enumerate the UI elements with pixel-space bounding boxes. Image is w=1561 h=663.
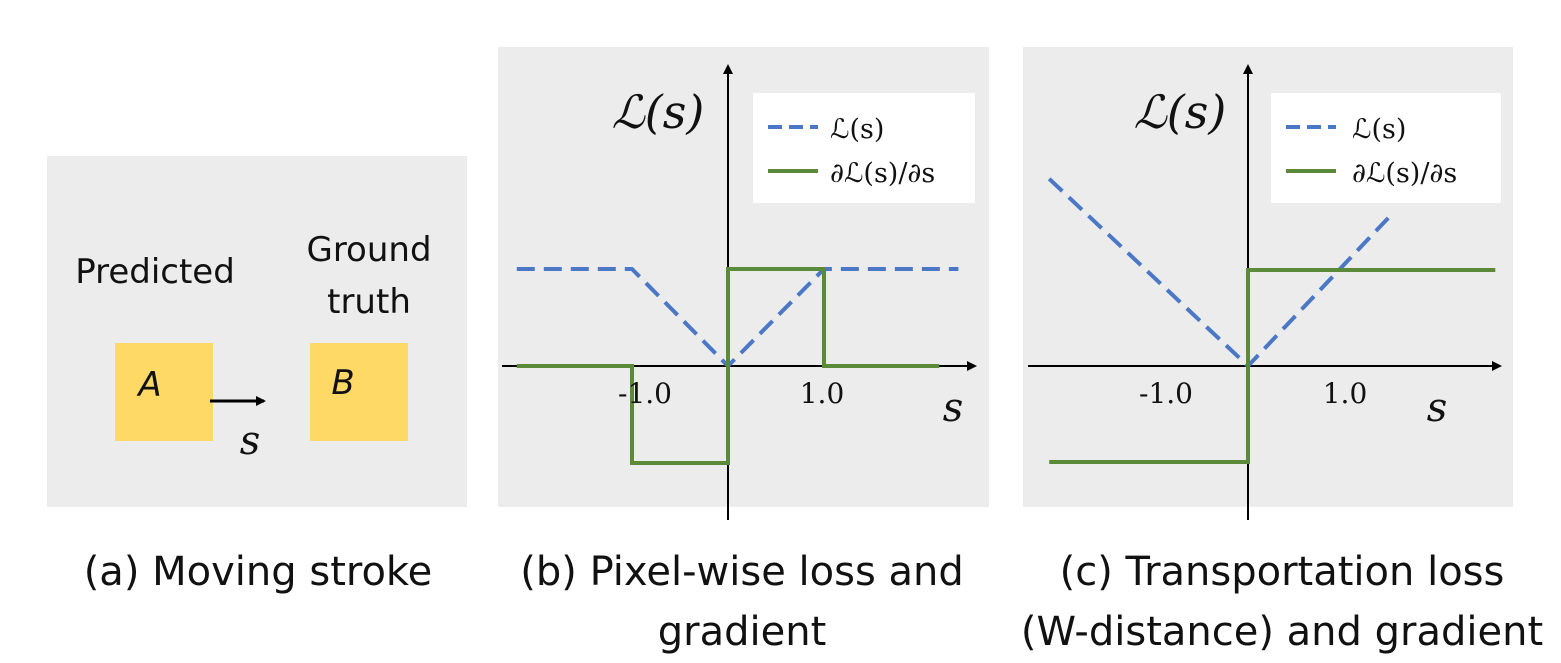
caption-c-line1: (c) Transportation loss [1060,549,1505,595]
panel-b: -1.0 1.0 s ℒ(s) ℒ(s) ∂ℒ(s)/∂s [498,47,989,520]
panel-b-tick-pos1: 1.0 [800,377,845,410]
panel-b-tick-neg1: -1.0 [618,377,672,410]
panel-c-y-name: ℒ(s) [1134,85,1227,139]
caption-b-line2: gradient [658,609,827,655]
box-b-letter: B [331,363,354,403]
panel-c-legend: ℒ(s) ∂ℒ(s)/∂s [1271,93,1501,203]
ground-truth-box [310,343,408,441]
panel-a-background [47,156,467,507]
panel-c-tick-neg1: -1.0 [1139,377,1193,410]
ground-truth-label-line2: truth [327,282,411,322]
panel-c-legend-gradient-label: ∂ℒ(s)/∂s [1352,158,1457,189]
panel-c: -1.0 1.0 s ℒ(s) ℒ(s) ∂ℒ(s)/∂s [1023,47,1513,520]
caption-c-line2: (W-distance) and gradient [1021,609,1543,655]
panel-b-y-name: ℒ(s) [612,85,705,139]
panel-c-gradient-line [1049,268,1496,464]
panel-b-legend-gradient-label: ∂ℒ(s)/∂s [830,158,935,189]
panel-b-x-name: s [943,385,964,431]
panel-a: Predicted Ground truth A B s [47,156,467,507]
predicted-box [115,343,213,441]
panel-c-legend-loss-label: ℒ(s) [1352,114,1406,145]
panel-b-legend-loss-label: ℒ(s) [830,114,884,145]
panel-c-tick-pos1: 1.0 [1323,377,1368,410]
caption-b-line1: (b) Pixel-wise loss and [520,549,964,595]
predicted-label: Predicted [75,252,235,292]
caption-a: (a) Moving stroke [84,549,433,595]
shift-label: s [240,418,261,464]
panel-c-legend-box [1271,93,1501,203]
panel-b-legend-box [753,93,975,203]
panel-c-x-name: s [1427,385,1448,431]
panel-b-legend: ℒ(s) ∂ℒ(s)/∂s [753,93,975,203]
panel-b-gradient-line [516,267,940,465]
box-a-letter: A [136,365,161,405]
ground-truth-label-line1: Ground [306,230,431,270]
